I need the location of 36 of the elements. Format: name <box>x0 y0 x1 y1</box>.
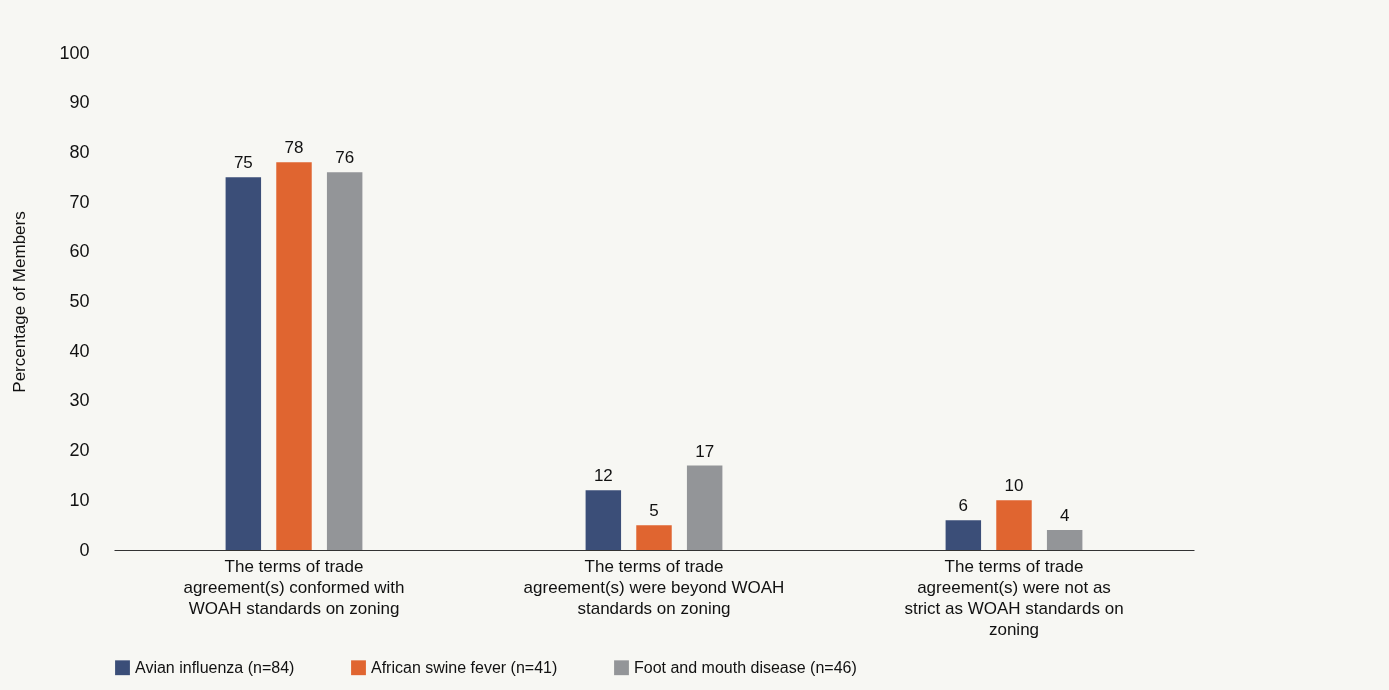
y-axis-title: Percentage of Members <box>10 211 30 393</box>
y-tick-label: 100 <box>59 42 90 63</box>
bar <box>1046 530 1083 550</box>
x-tick-label: The terms of trade agreement(s) were beyond WOAH standards on zoning <box>523 556 785 618</box>
y-tick-label: 50 <box>69 291 90 311</box>
data-label: 10 <box>1004 476 1024 496</box>
bar <box>225 177 262 550</box>
data-label: 76 <box>335 148 355 168</box>
data-label: 75 <box>233 153 253 173</box>
bar <box>636 525 672 550</box>
y-tick-label: 80 <box>69 141 90 162</box>
y-tick-label: 90 <box>69 92 90 113</box>
data-label: 5 <box>649 501 659 521</box>
y-tick-label: 10 <box>69 489 90 510</box>
bar <box>996 500 1032 550</box>
bar <box>585 490 622 550</box>
legend-label: African swine fever (n=41) <box>371 658 558 676</box>
legend-label: Foot and mouth disease (n=46) <box>634 658 857 676</box>
data-label: 4 <box>1059 506 1070 526</box>
x-tick-label: The terms of trade agreement(s) conformed with WOAH standards on zoning <box>183 556 405 618</box>
data-label: 78 <box>284 138 304 158</box>
legend-label: Avian influenza (n=84) <box>135 658 295 676</box>
y-tick-label: 40 <box>69 340 90 361</box>
y-tick-label: 70 <box>69 191 90 212</box>
data-label: 12 <box>593 466 613 486</box>
y-tick-label: 20 <box>69 440 90 461</box>
data-label: 17 <box>695 441 715 461</box>
x-tick-label: The terms of trade agreement(s) were not as strict as WOAH standards on zoning <box>904 556 1124 639</box>
bar <box>686 465 723 550</box>
y-tick-label: 30 <box>69 390 90 411</box>
bar <box>945 520 982 550</box>
bar <box>326 172 363 550</box>
data-label: 6 <box>958 496 969 516</box>
y-tick-label: 60 <box>69 241 90 262</box>
bar <box>276 162 312 550</box>
y-tick-label: 0 <box>79 539 90 560</box>
